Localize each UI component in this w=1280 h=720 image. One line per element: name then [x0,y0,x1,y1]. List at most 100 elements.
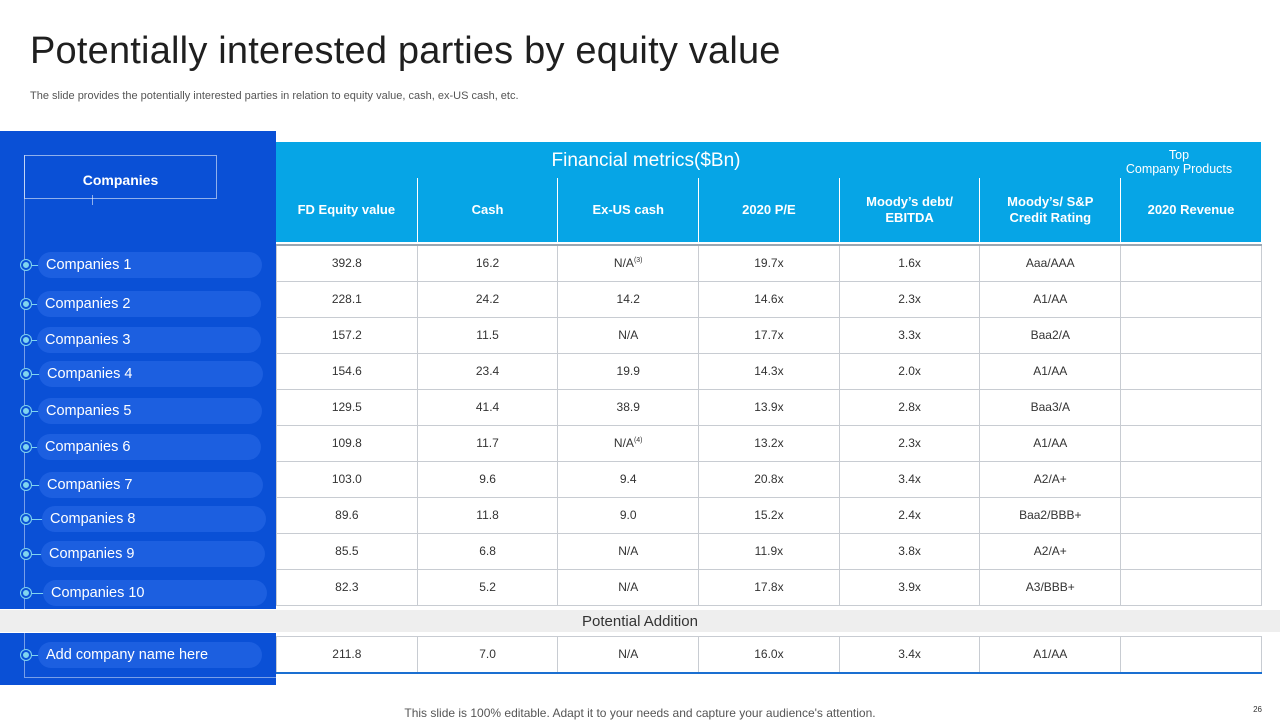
company-connector [26,554,43,555]
table-cell: N/A [557,568,700,606]
table-cell: 3.4x [838,636,981,674]
table-cell: 2.4x [838,496,981,534]
table-cell: 2.8x [838,388,981,426]
column-header: 2020 Revenue [1120,178,1261,242]
table-row: 103.0 9.6 9.4 20.8x 3.4x A2/A+ [276,460,1262,498]
table-cell: 24.2 [416,280,559,318]
table-cell: N/A(4) [557,424,700,462]
company-connector [26,265,40,266]
header-accent-bar [276,142,1261,146]
company-item: Companies 3 [37,327,261,353]
company-connector [26,411,40,412]
table-cell: 3.8x [838,532,981,570]
column-header: 2020 P/E [698,178,839,242]
column-header: Ex-US cash [557,178,698,242]
slide-subtitle: The slide provides the potentially inter… [30,90,519,102]
table-cell: 3.9x [838,568,981,606]
company-item: Companies 4 [39,361,263,387]
company-item: Companies 5 [38,398,262,424]
table-cell: 7.0 [416,636,559,674]
table-cell: 14.6x [698,280,840,318]
table-cell: 14.2 [557,280,700,318]
table-cell: 16.2 [416,244,559,282]
company-connector [26,304,39,305]
table-cell: 38.9 [557,388,700,426]
table-cell: 11.7 [416,424,559,462]
top-products-label: Top Company Products [1125,148,1233,176]
company-connector [26,655,40,656]
footnote-marker: (3) [633,257,643,265]
potential-addition-bar [0,610,1280,632]
table-cell [1120,496,1262,534]
table-cell: 89.6 [276,496,418,534]
table-cell: 9.6 [416,460,559,498]
table-row: 154.6 23.4 19.9 14.3x 2.0x A1/AA [276,352,1262,390]
company-bullet-icon [21,299,31,309]
table-cell [1120,244,1262,282]
table-cell: 9.4 [557,460,700,498]
table-cell: Baa2/A [979,316,1122,354]
table-row: 109.8 11.7 N/A(4) 13.2x 2.3x A1/AA [276,424,1262,462]
add-company-item: Add company name here [38,642,262,668]
table-cell: A2/A+ [979,460,1122,498]
company-item: Companies 6 [37,434,261,460]
table-cell: A1/AA [979,280,1122,318]
table-cell: 17.7x [698,316,840,354]
table-cell: 1.6x [838,244,981,282]
company-bullet-icon [21,650,31,660]
table-cell [1120,532,1262,570]
company-bullet-icon [21,335,31,345]
table-cell: 9.0 [557,496,700,534]
company-item: Companies 2 [37,291,261,317]
table-cell: 157.2 [276,316,418,354]
bracket-line-bottom [24,677,276,678]
company-bullet-icon [21,369,31,379]
table-cell: 13.2x [698,424,840,462]
table-cell: A1/AA [979,352,1122,390]
company-item: Companies 9 [41,541,265,567]
table-cell: 2.0x [838,352,981,390]
company-bullet-icon [21,549,31,559]
table-cell: 11.9x [698,532,840,570]
group-title: Financial metrics($Bn) [551,150,741,171]
table-cell: 13.9x [698,388,840,426]
addition-table: 211.8 7.0 N/A 16.0x 3.4x A1/AA [276,636,1262,674]
table-cell [1120,568,1262,606]
table-cell [1120,352,1262,390]
company-bullet-icon [21,480,31,490]
table-row: 157.2 11.5 N/A 17.7x 3.3x Baa2/A [276,316,1262,354]
table-cell [1120,388,1262,426]
table-row: 129.5 41.4 38.9 13.9x 2.8x Baa3/A [276,388,1262,426]
table-cell: 82.3 [276,568,418,606]
companies-header: Companies [24,155,217,199]
table-cell [1120,316,1262,354]
column-header: Cash [416,178,558,242]
potential-addition-label: Potential Addition [582,613,698,630]
table-row: 82.3 5.2 N/A 17.8x 3.9x A3/BBB+ [276,568,1262,606]
table-cell: 109.8 [276,424,418,462]
table-cell: 154.6 [276,352,418,390]
bracket-line [24,155,25,677]
table-cell [1120,280,1262,318]
table-cell: Baa2/BBB+ [979,496,1122,534]
table-cell: 228.1 [276,280,418,318]
company-connector [26,519,44,520]
page-number: 26 [1253,705,1262,714]
table-cell: N/A [557,636,700,674]
table-cell: 211.8 [276,636,418,674]
footer-note: This slide is 100% editable. Adapt it to… [404,706,876,720]
company-bullet-icon [21,406,31,416]
table-cell [1120,636,1262,674]
table-row: 85.5 6.8 N/A 11.9x 3.8x A2/A+ [276,532,1262,570]
column-header: Moody’s/ S&P Credit Rating [979,178,1120,242]
table-cell [1120,460,1262,498]
table-cell: Aaa/AAA [979,244,1122,282]
table-cell: A3/BBB+ [979,568,1122,606]
table-cell: 23.4 [416,352,559,390]
table-cell: 19.7x [698,244,840,282]
table-cell: 6.8 [416,532,559,570]
column-header: Moody’s debt/ EBITDA [838,178,980,242]
table-row: 392.8 16.2 N/A(3) 19.7x 1.6x Aaa/AAA [276,244,1262,282]
footnote-marker: (4) [633,437,643,444]
metrics-table: 392.8 16.2 N/A(3) 19.7x 1.6x Aaa/AAA 228.1 24.2… [276,244,1262,606]
